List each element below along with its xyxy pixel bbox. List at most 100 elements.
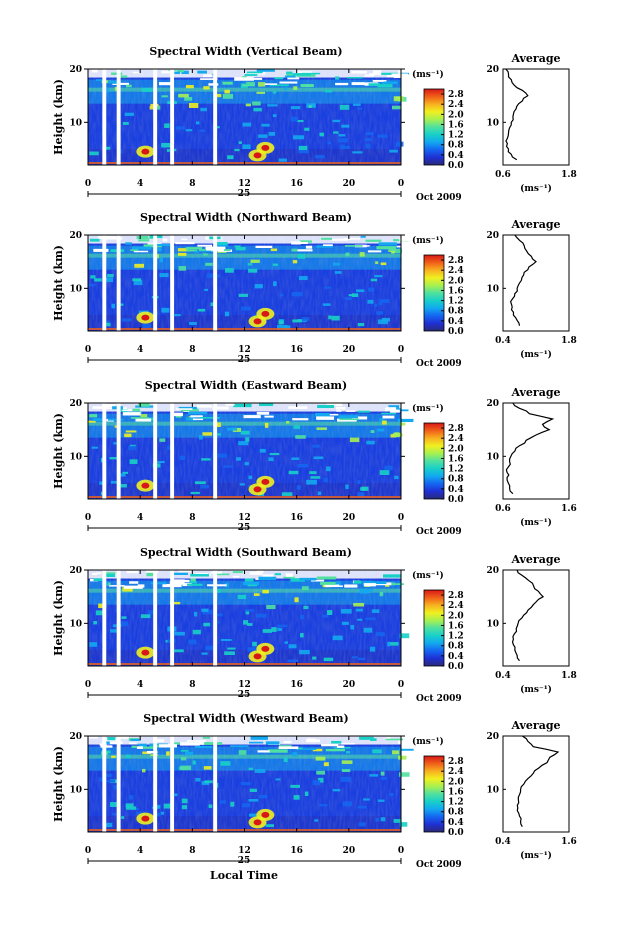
heatmap-cell xyxy=(238,441,249,446)
heatmap-cell xyxy=(352,151,363,154)
heatmap-top-speckle xyxy=(301,72,321,75)
y-tick-label: 10 xyxy=(69,284,82,294)
heatmap-cell xyxy=(384,465,393,471)
heatmap-cell xyxy=(259,448,266,453)
heatmap-top-speckle xyxy=(288,406,308,409)
heatmap-cell xyxy=(208,804,213,808)
heatmap-cell xyxy=(120,621,129,627)
heatmap-top-speckle xyxy=(386,407,397,411)
heatmap-top-speckle xyxy=(186,740,207,742)
heatmap-cell xyxy=(203,622,211,627)
heatmap-missing-top xyxy=(88,570,401,579)
heatmap-cell xyxy=(275,778,281,781)
heatmap-cell xyxy=(248,767,253,771)
heatmap-top-speckle xyxy=(360,235,366,238)
heatmap-cell xyxy=(379,470,390,475)
heatmap-cell xyxy=(180,765,192,771)
heatmap-top-speckle xyxy=(126,84,132,88)
heatmap-top-speckle xyxy=(150,582,167,585)
y-tick-label: 20 xyxy=(69,65,82,75)
heatmap-cell xyxy=(290,116,298,122)
heatmap-top-speckle xyxy=(122,409,140,412)
heatmap-top-speckle xyxy=(299,240,312,243)
heatmap-cell xyxy=(390,642,399,646)
colorbar-tick-label: 2.8 xyxy=(448,256,464,266)
heatmap-cell xyxy=(91,446,99,449)
heatmap-top-speckle xyxy=(171,572,188,575)
colorbar xyxy=(423,254,445,332)
heatmap-top-speckle xyxy=(256,411,270,415)
x-tick-label: 16 xyxy=(290,345,303,355)
heatmap-top-speckle xyxy=(303,748,317,750)
heatmap-top-speckle xyxy=(146,572,153,577)
heatmap-cell xyxy=(324,286,331,289)
colorbar-tick-label: 2.4 xyxy=(448,767,464,777)
heatmap-cell xyxy=(242,144,251,150)
colorbar-tick-label: 1.2 xyxy=(448,465,464,475)
heatmap-cell xyxy=(110,779,121,784)
heatmap-missing-top xyxy=(88,736,401,745)
heatmap-cell xyxy=(114,425,119,428)
heatmap-cell xyxy=(278,320,284,325)
heatmap-cell xyxy=(248,799,259,802)
heatmap-cell xyxy=(101,80,112,84)
heatmap-cell xyxy=(227,155,234,160)
data-gap xyxy=(116,403,121,499)
heatmap-cell xyxy=(344,145,351,149)
heatmap-hotspot-core xyxy=(141,148,150,155)
heatmap-top-speckle xyxy=(91,572,98,575)
heatmap-cell xyxy=(352,656,358,659)
heatmap-cell xyxy=(365,143,371,149)
heatmap-cell xyxy=(357,618,363,621)
heatmap-cell xyxy=(185,129,193,132)
heatmap-cell xyxy=(292,260,298,264)
heatmap-cell xyxy=(180,757,187,761)
heatmap-cell xyxy=(326,610,333,615)
heatmap-hotspot-core xyxy=(141,649,150,656)
profile-unit: (ms⁻¹) xyxy=(520,850,552,861)
heatmap-cell xyxy=(377,134,388,138)
heatmap-cell xyxy=(200,484,210,489)
colorbar-tick-label: 0.0 xyxy=(448,662,464,672)
heatmap-cell xyxy=(327,141,332,145)
heatmap-cell xyxy=(125,430,137,433)
heatmap-top-speckle xyxy=(130,738,141,741)
heatmap-top-speckle xyxy=(382,415,395,419)
heatmap-cell xyxy=(271,627,277,632)
heatmap-cell xyxy=(114,86,118,91)
heatmap-top-speckle xyxy=(365,239,382,242)
profile-x-tick-label: 0.6 xyxy=(495,170,511,180)
heatmap-cell xyxy=(105,320,110,324)
colorbar-unit: (ms⁻¹) xyxy=(412,736,444,747)
heatmap-cell xyxy=(375,817,380,822)
heatmap-cell xyxy=(380,262,387,266)
heatmap-top-speckle xyxy=(376,246,397,250)
x-tick-label: 12 xyxy=(238,179,251,189)
heatmap-cell xyxy=(195,121,200,125)
heatmap-cell xyxy=(389,149,398,153)
heatmap-cell xyxy=(352,103,361,106)
heatmap-cell xyxy=(132,278,142,282)
heatmap-cell xyxy=(215,433,221,436)
heatmap-top-speckle xyxy=(175,242,195,245)
heatmap-top-speckle xyxy=(153,739,165,743)
heatmap-top-speckle xyxy=(189,581,197,584)
heatmap-cell xyxy=(122,122,129,125)
heatmap-cell xyxy=(345,252,350,257)
heatmap-hotspot-core xyxy=(261,310,270,317)
heatmap-top-speckle xyxy=(126,570,139,574)
heatmap-cell xyxy=(227,427,237,431)
heatmap-cell xyxy=(189,322,197,325)
heatmap-top-speckle xyxy=(93,248,109,252)
colorbar xyxy=(423,755,445,833)
heatmap-top-speckle xyxy=(335,76,340,80)
heatmap-top-speckle xyxy=(283,741,292,744)
heatmap-top-speckle xyxy=(265,741,280,745)
heatmap-missing-top xyxy=(88,403,401,412)
heatmap-top-speckle xyxy=(132,408,140,412)
heatmap-cell xyxy=(296,119,304,123)
profile-title: Average xyxy=(510,719,560,732)
heatmap-top-speckle xyxy=(388,248,396,251)
heatmap-top-speckle xyxy=(200,417,220,419)
heatmap-cell xyxy=(242,803,251,808)
